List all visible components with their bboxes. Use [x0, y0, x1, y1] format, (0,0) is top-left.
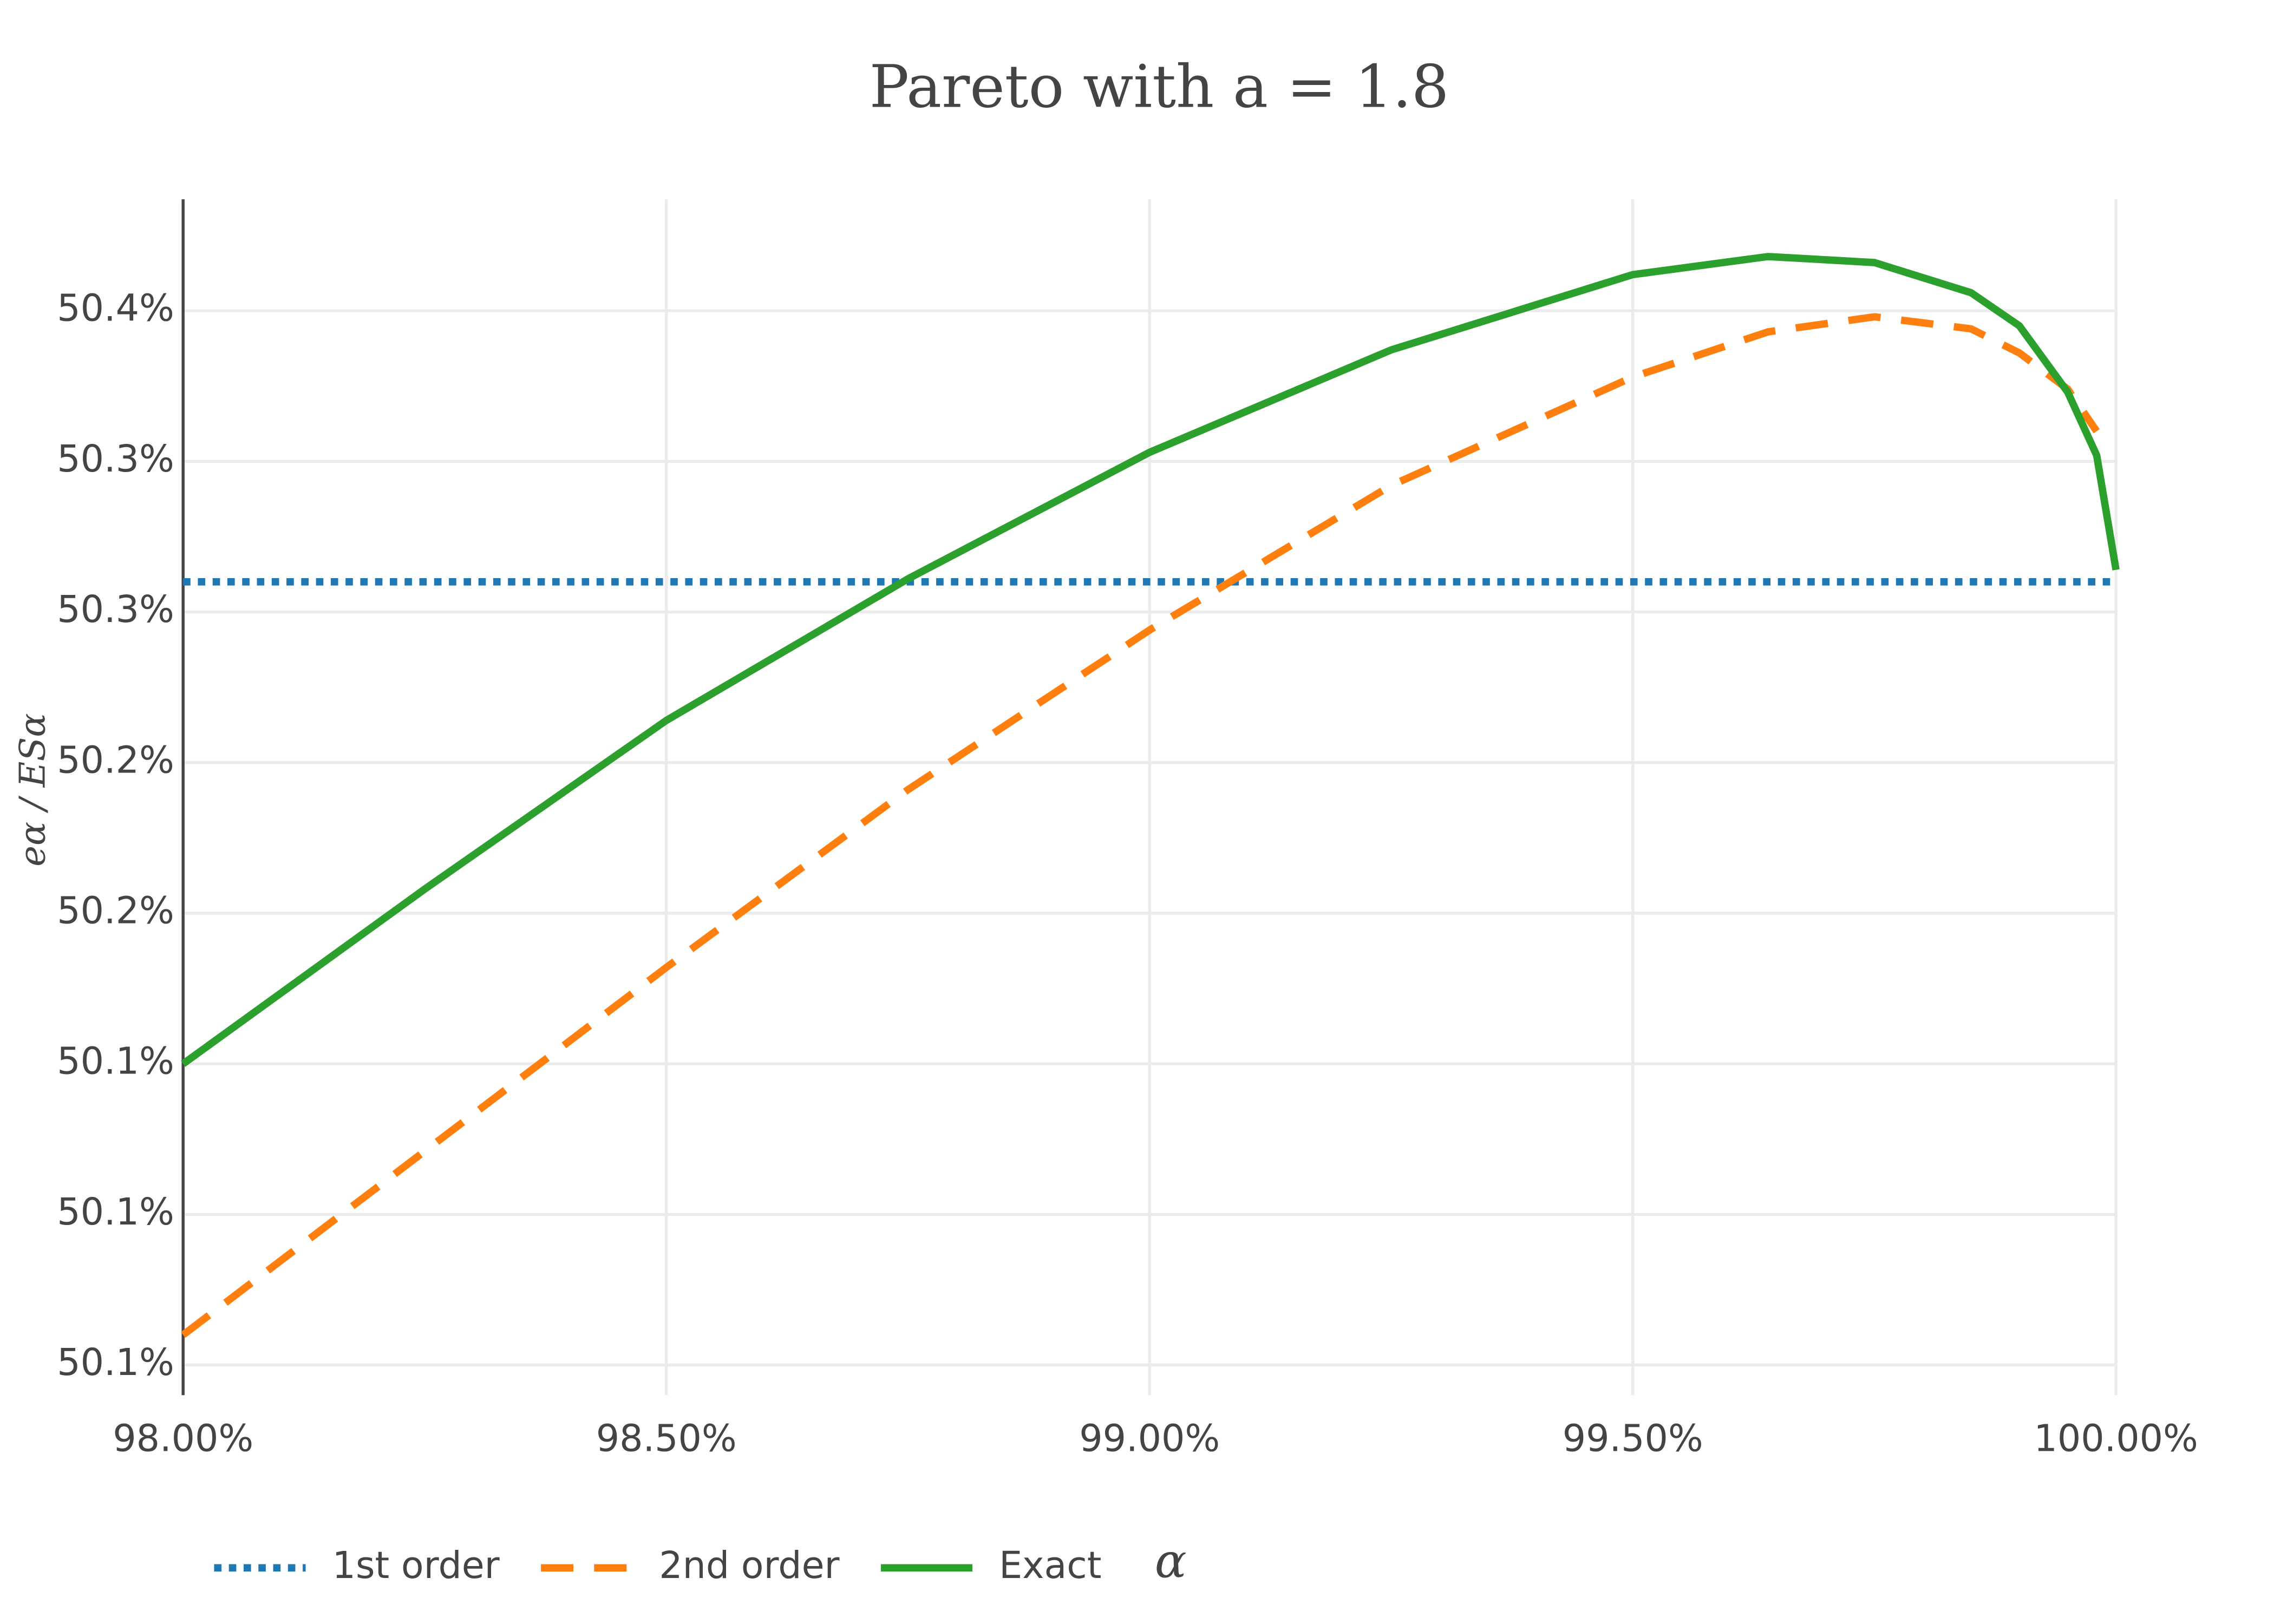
legend-label: Exact	[999, 1544, 1101, 1587]
y-axis-label: eα / ESα	[12, 713, 53, 866]
legend-label: 1st order	[332, 1544, 500, 1587]
series-line	[181, 253, 2120, 1067]
y-tick-label: 50.1%	[57, 1191, 174, 1234]
x-axis-label: α	[1155, 1534, 1187, 1589]
y-tick-label: 50.2%	[57, 739, 174, 782]
y-tick-label: 50.3%	[57, 588, 174, 631]
y-tick-label: 50.1%	[57, 1040, 174, 1083]
x-tick-label: 99.50%	[1563, 1417, 1703, 1460]
x-tick-label: 98.50%	[596, 1417, 737, 1460]
y-tick-label: 50.1%	[57, 1341, 174, 1384]
legend-label: 2nd order	[659, 1544, 840, 1587]
y-tick-label: 50.3%	[57, 438, 174, 481]
y-tick-label: 50.4%	[57, 287, 174, 330]
x-tick-label: 98.00%	[113, 1417, 253, 1460]
chart-title: Pareto with a = 1.8	[870, 52, 1449, 121]
series-line	[181, 313, 2100, 1338]
x-tick-label: 99.00%	[1079, 1417, 1220, 1460]
x-tick-label: 100.00%	[2034, 1417, 2198, 1460]
y-tick-label: 50.2%	[57, 890, 174, 933]
